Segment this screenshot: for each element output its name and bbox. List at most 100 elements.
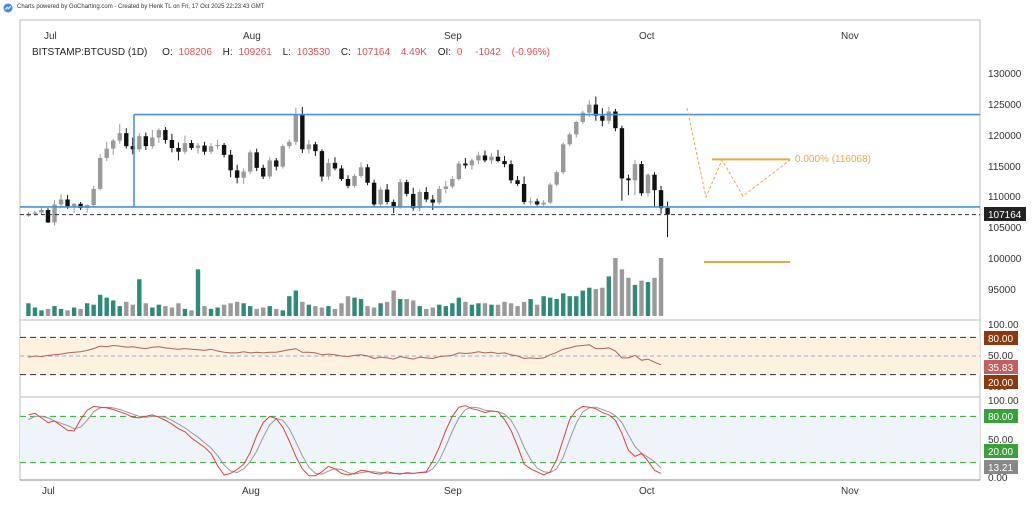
stoch-lower-badge: 20.00 bbox=[984, 444, 1018, 458]
volume-bar bbox=[411, 300, 416, 316]
candle-body bbox=[619, 128, 625, 179]
volume-bar bbox=[45, 308, 51, 316]
candle-body bbox=[665, 208, 670, 215]
price-tick-115000: 115000 bbox=[988, 162, 1021, 173]
volume-bar bbox=[104, 297, 109, 316]
candle-body bbox=[176, 148, 181, 152]
stoch-axis: 100.00 50.00 0.00 bbox=[988, 396, 1019, 484]
x-axis-top: Jul Aug Sep Oct Nov bbox=[44, 31, 859, 42]
legend-symbol: BITSTAMP:BTCUSD (1D) bbox=[32, 47, 147, 58]
candle-body bbox=[32, 212, 38, 214]
volume-bar bbox=[626, 277, 631, 316]
volume-bar bbox=[137, 279, 142, 316]
volume-bar bbox=[450, 303, 455, 316]
stoch-upper-badge: 80.00 bbox=[984, 409, 1018, 423]
volume-bar bbox=[287, 296, 292, 316]
candle-body bbox=[417, 192, 422, 209]
volume-bar bbox=[345, 296, 351, 316]
candle-body bbox=[580, 112, 585, 122]
candle-body bbox=[521, 183, 527, 202]
candle-body bbox=[208, 146, 214, 152]
volume-bar bbox=[156, 304, 162, 316]
candle-body bbox=[430, 199, 435, 203]
volume-bar bbox=[313, 306, 318, 316]
candle-body bbox=[365, 167, 370, 183]
x-tick-top-aug: Aug bbox=[243, 31, 261, 42]
candle-body bbox=[52, 204, 57, 223]
candle-body bbox=[404, 182, 409, 194]
volume-bar bbox=[26, 303, 31, 316]
chart-credit-bar: Charts powered by GoCharting.com - Creat… bbox=[0, 0, 1032, 16]
price-panel-frame bbox=[19, 19, 981, 321]
candle-body bbox=[234, 170, 240, 178]
candle-body bbox=[319, 151, 325, 177]
gocharting-logo-icon bbox=[3, 3, 13, 13]
volume-bar bbox=[176, 303, 181, 316]
stoch-value-badge: 13.21 bbox=[984, 460, 1018, 474]
volume-bar bbox=[150, 307, 155, 316]
price-tick-120000: 120000 bbox=[988, 131, 1022, 142]
stoch-band bbox=[20, 416, 980, 463]
legend-close-value: 107164 bbox=[357, 47, 391, 58]
candle-body bbox=[45, 210, 51, 223]
x-tick-top-jul: Jul bbox=[44, 31, 57, 42]
candle-body bbox=[163, 130, 168, 140]
candle-body bbox=[639, 164, 644, 194]
candle-body bbox=[593, 104, 599, 116]
volume-bar bbox=[352, 297, 357, 316]
last-price-badge: 107164 bbox=[984, 207, 1026, 221]
candle-body bbox=[463, 163, 468, 166]
x-tick-top-oct: Oct bbox=[639, 31, 655, 42]
volume-bar bbox=[267, 306, 272, 316]
candle-body bbox=[228, 154, 233, 171]
rsi-lower-badge-text: 20.00 bbox=[988, 378, 1013, 389]
volume-bar bbox=[521, 301, 527, 316]
candle-body bbox=[437, 188, 442, 203]
volume-bar bbox=[326, 306, 331, 316]
candle-body bbox=[528, 201, 533, 203]
x-tick-top-sep: Sep bbox=[444, 31, 462, 42]
volume-bar bbox=[163, 306, 168, 316]
candle-body bbox=[658, 190, 664, 209]
volume-bar bbox=[476, 303, 481, 316]
x-tick-top-nov: Nov bbox=[841, 31, 859, 42]
volume-bar bbox=[300, 301, 305, 316]
volume-bar bbox=[91, 304, 96, 316]
rsi-lower-badge: 20.00 bbox=[984, 375, 1018, 389]
candle-body bbox=[456, 163, 462, 180]
candle-body bbox=[104, 148, 109, 158]
volume-bar bbox=[78, 308, 83, 316]
legend-oi-label: OI: bbox=[438, 47, 451, 58]
price-tick-125000: 125000 bbox=[988, 100, 1022, 111]
rsi-line bbox=[28, 344, 662, 366]
legend-row: BITSTAMP:BTCUSD (1D) O: 108206 H: 109261… bbox=[32, 47, 550, 58]
volume-bar bbox=[254, 308, 259, 316]
candle-body bbox=[384, 189, 390, 202]
candle-body bbox=[306, 144, 312, 150]
candle-body bbox=[169, 139, 175, 149]
volume-bar bbox=[306, 304, 312, 316]
volume-bar bbox=[424, 308, 429, 316]
legend-low-label: L: bbox=[283, 47, 291, 58]
candle-body bbox=[247, 152, 253, 172]
candle-body bbox=[476, 155, 481, 161]
candle-body bbox=[143, 136, 149, 147]
volume-bar bbox=[469, 304, 475, 316]
volume-bar bbox=[371, 307, 377, 316]
volume-bar bbox=[169, 307, 175, 316]
legend-volume-value: 4.49K bbox=[401, 47, 427, 58]
candle-body bbox=[156, 130, 162, 138]
candle-body bbox=[195, 145, 201, 149]
rsi-panel bbox=[20, 336, 980, 376]
volume-bar bbox=[404, 299, 409, 316]
volume-bar bbox=[482, 303, 488, 316]
volume-bar bbox=[456, 297, 462, 316]
candle-body bbox=[111, 140, 116, 149]
volume-bar bbox=[397, 299, 403, 316]
volume-bar bbox=[541, 296, 546, 316]
volume-bar bbox=[293, 290, 299, 316]
volume-bar bbox=[280, 310, 285, 316]
candle-body bbox=[293, 114, 299, 142]
legend-change-value: -1042 bbox=[475, 47, 501, 58]
